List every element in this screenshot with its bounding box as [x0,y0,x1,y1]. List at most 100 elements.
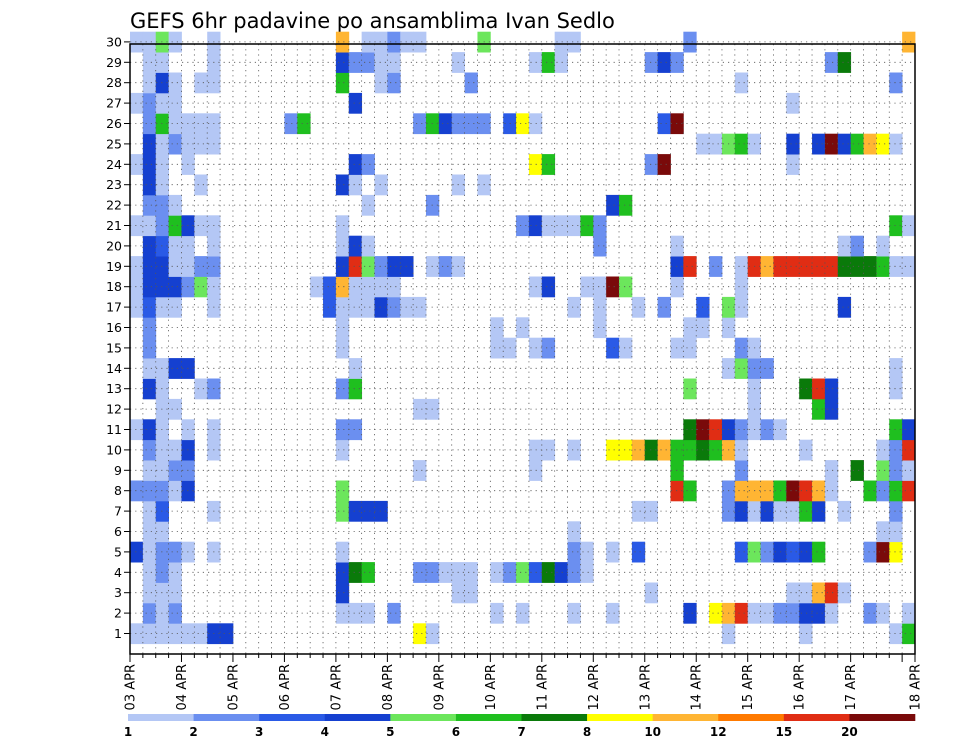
heatmap-cell [400,31,414,53]
heatmap-cell [335,378,350,400]
heatmap-cell [194,256,208,277]
heatmap-cell [734,358,749,379]
heatmap-cell [413,623,427,645]
heatmap-cell [876,133,890,155]
legend-level-label: 3 [255,725,263,739]
heatmap-cell [142,521,157,543]
heatmap-cell [734,480,749,502]
heatmap-cell [644,500,659,522]
heatmap-cell [902,256,916,277]
heatmap-cell [142,256,157,277]
heatmap-cell [142,174,157,196]
heatmap-cell [168,235,182,257]
heatmap-cell [464,72,478,94]
legend-level-label: 6 [452,725,460,739]
heatmap-cell [876,439,890,461]
heatmap-cell [387,52,401,73]
heatmap-cell [387,31,401,53]
x-tick-label: 16 APR [793,664,808,710]
heatmap-cell [747,602,774,624]
legend-level-label: 7 [517,725,525,739]
heatmap-cell [734,337,749,359]
heatmap-cell [348,296,363,318]
heatmap-cell [438,562,453,583]
legend-level-label: 12 [710,725,727,739]
heatmap-cell [760,541,774,563]
heatmap-cell [490,602,504,624]
heatmap-cell [734,72,749,94]
heatmap-cell [516,602,530,624]
y-tick-label: 17 [106,300,122,315]
heatmap-cell [889,439,903,461]
heatmap-cell [168,296,182,318]
heatmap-cell [194,72,208,94]
x-tick-label: 10 APR [484,664,499,710]
heatmap-cell [413,562,427,583]
heatmap-cell [837,235,852,257]
y-tick-label: 22 [106,198,122,213]
heatmap-cell [374,296,388,318]
heatmap-cell [902,460,916,481]
heatmap-cell [734,602,749,624]
legend-level-label: 1 [124,725,132,739]
heatmap-cell [657,439,671,461]
heatmap-cell [387,602,401,624]
heatmap-cell [889,72,903,94]
heatmap-cell [709,602,723,624]
heatmap-cell [709,439,723,461]
heatmap-cell [593,276,607,298]
heatmap-cell [464,113,478,135]
heatmap-cell [863,133,877,155]
heatmap-cell [683,439,697,461]
legend-swatch [652,714,719,721]
heatmap-cell [541,562,556,583]
legend-swatch [455,714,522,721]
heatmap-cell [683,419,697,441]
heatmap-cell [168,276,182,298]
y-tick-label: 2 [114,606,122,621]
heatmap-cell [528,276,543,298]
heatmap-cell [837,133,852,155]
y-tick-label: 27 [106,96,122,111]
heatmap-cell [683,317,697,339]
heatmap-cell [142,92,157,114]
heatmap-cell [361,276,375,298]
y-tick-label: 20 [106,238,122,253]
heatmap-cell [593,317,607,339]
grid-lines [130,41,915,654]
heatmap-cell [516,562,530,583]
heatmap-cell [734,296,749,318]
heatmap-cell [130,419,144,441]
heatmap-cell [644,439,659,461]
heatmap-cell [812,378,826,400]
heatmap-cell [142,113,157,135]
y-tick-label: 19 [106,259,122,274]
heatmap-cell [194,215,208,237]
heatmap-cell [734,541,749,563]
heatmap-cell [361,500,375,522]
heatmap-cell [335,582,350,604]
heatmap-cell [142,154,157,175]
heatmap-cell [168,256,182,277]
heatmap-cell [734,419,749,441]
heatmap-cell [593,296,607,318]
heatmap-cell [335,52,350,73]
heatmap-cell [361,52,375,73]
heatmap-cell [567,602,581,624]
legend-swatch [783,714,850,721]
heatmap-cell [876,460,890,481]
heatmap-cell [657,52,671,73]
heatmap-cell [837,500,852,522]
heatmap-cell [168,439,182,461]
heatmap-cell [142,72,157,94]
heatmap-cell [824,460,839,481]
heatmap-cell [528,460,543,481]
heatmap-cell [786,582,800,604]
heatmap-cell [580,562,594,583]
heatmap-cell [361,194,375,216]
heatmap-cell [889,419,903,441]
heatmap-cell [130,256,144,277]
heatmap-cell [567,562,581,583]
heatmap-cell [335,500,350,522]
heatmap-cell [168,215,182,237]
